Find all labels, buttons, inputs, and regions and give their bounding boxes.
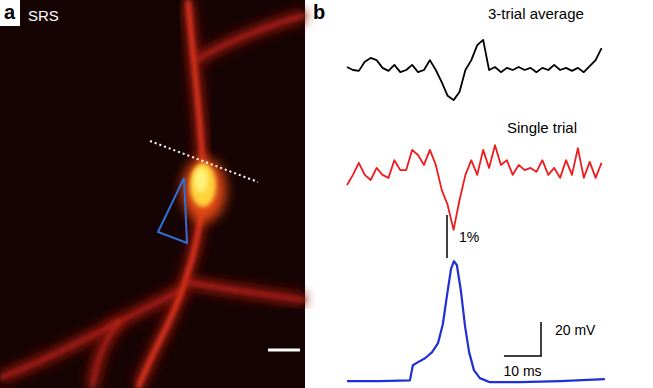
image-background xyxy=(0,0,305,388)
image-scale-bar xyxy=(268,349,300,352)
soma-core xyxy=(194,168,208,192)
pipette xyxy=(158,178,187,243)
dendrite-glow xyxy=(188,0,203,170)
line-scan xyxy=(150,141,258,182)
soma-glow xyxy=(182,158,226,222)
panel-label: b xyxy=(313,1,325,23)
scale-bar-label: 1% xyxy=(459,229,479,245)
dendrite xyxy=(138,195,203,388)
plot-area xyxy=(347,145,602,230)
plot-area xyxy=(347,261,605,382)
dendrite xyxy=(186,282,305,300)
scale-bar-label: 10 ms xyxy=(503,363,541,379)
image-label: SRS xyxy=(28,7,59,24)
dendrite xyxy=(92,320,120,388)
label-background xyxy=(0,0,20,26)
dendrite-glow xyxy=(196,15,305,60)
dendrite-glow xyxy=(186,282,305,300)
trace xyxy=(347,40,602,100)
dendrite xyxy=(0,290,182,378)
scale-bar xyxy=(540,322,542,356)
scale-bar xyxy=(504,355,542,357)
dendrite xyxy=(196,15,305,60)
scale-bar xyxy=(446,215,448,258)
dendrite xyxy=(188,0,203,170)
trace-title: Single trial xyxy=(507,119,577,136)
plot-area xyxy=(347,40,602,100)
srs-image: SRS xyxy=(0,0,305,388)
trace xyxy=(347,261,605,382)
figure: SRS a b 3-trial average Single trial 1% 20 mV 1… xyxy=(0,0,653,388)
panel-label: a xyxy=(4,1,16,23)
trace xyxy=(347,145,602,230)
trace-title: 3-trial average xyxy=(488,5,584,22)
scale-bar-label: 20 mV xyxy=(555,322,596,338)
soma xyxy=(190,163,216,207)
